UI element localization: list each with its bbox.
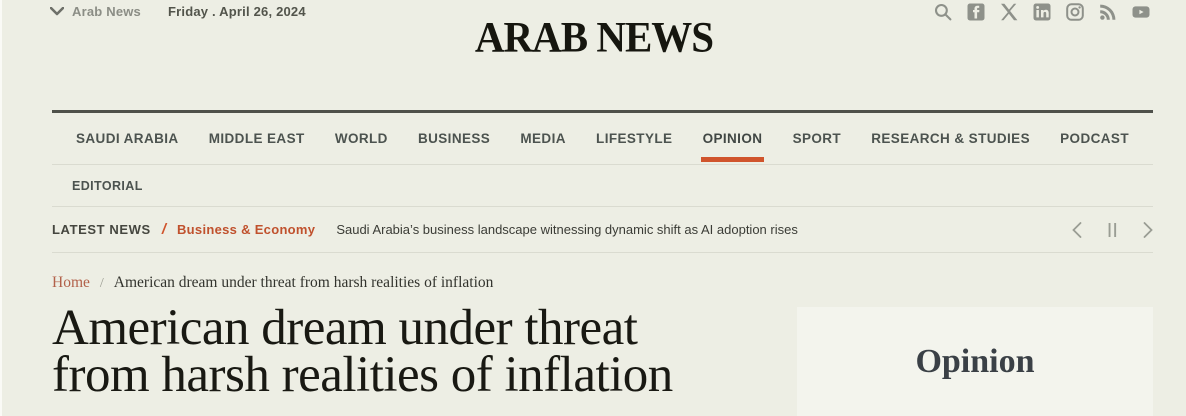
latest-news-ticker: LATEST NEWS / Business & Economy Saudi A… xyxy=(52,207,1153,253)
facebook-icon[interactable] xyxy=(967,3,985,21)
chevron-left-icon xyxy=(1072,221,1082,238)
nav-item-world[interactable]: WORLD xyxy=(334,131,388,146)
main-navigation: SAUDI ARABIA MIDDLE EAST WORLD BUSINESS … xyxy=(52,110,1153,207)
nav-item-business[interactable]: BUSINESS xyxy=(417,131,491,146)
article-title-line-1: American dream under threat xyxy=(52,300,638,356)
ticker-label: LATEST NEWS xyxy=(52,222,151,237)
site-meta: Arab News Friday . April 26, 2024 xyxy=(50,4,306,19)
nav-item-lifestyle[interactable]: LIFESTYLE xyxy=(596,131,673,146)
breadcrumb-separator: / xyxy=(99,276,104,291)
breadcrumb-current-page: American dream under threat from harsh r… xyxy=(113,274,494,291)
article-title-line-2: from harsh realities of inflation xyxy=(52,347,673,403)
ticker-pause-button[interactable] xyxy=(1108,222,1117,238)
ticker-separator: / xyxy=(161,221,166,238)
nav-item-opinion[interactable]: OPINION xyxy=(700,131,765,162)
search-icon[interactable] xyxy=(934,3,952,21)
nav-item-middle-east[interactable]: MIDDLE EAST xyxy=(208,131,305,146)
instagram-icon[interactable] xyxy=(1066,3,1084,21)
chevron-down-icon xyxy=(50,7,64,16)
current-date: Friday . April 26, 2024 xyxy=(168,4,306,19)
x-icon[interactable] xyxy=(1000,3,1018,21)
youtube-icon[interactable] xyxy=(1132,3,1150,21)
ticker-controls xyxy=(1072,221,1153,238)
ticker-previous-button[interactable] xyxy=(1072,221,1082,238)
nav-item-podcast[interactable]: PODCAST xyxy=(1060,131,1129,146)
rss-icon[interactable] xyxy=(1099,3,1117,21)
nav-item-sport[interactable]: SPORT xyxy=(792,131,842,146)
chevron-right-icon xyxy=(1143,221,1153,238)
arab-news-logo[interactable]: ARAB NEWS xyxy=(474,12,714,62)
breadcrumb-home-link[interactable]: Home xyxy=(52,274,90,291)
linkedin-icon[interactable] xyxy=(1033,3,1051,21)
nav-item-research-studies[interactable]: RESEARCH & STUDIES xyxy=(871,131,1030,146)
nav-item-media[interactable]: MEDIA xyxy=(520,131,566,146)
secondary-nav-row: EDITORIAL xyxy=(52,165,1153,207)
site-label: Arab News xyxy=(72,4,141,19)
nav-item-saudi-arabia[interactable]: SAUDI ARABIA xyxy=(76,131,179,146)
pause-icon xyxy=(1108,222,1117,237)
breadcrumb: Home / American dream under threat from … xyxy=(52,274,1153,292)
primary-nav-row: SAUDI ARABIA MIDDLE EAST WORLD BUSINESS … xyxy=(52,113,1153,165)
opinion-section-box: Opinion xyxy=(797,307,1153,416)
social-icon-bar xyxy=(934,3,1150,21)
site-switcher[interactable]: Arab News xyxy=(50,4,141,19)
opinion-section-label: Opinion xyxy=(915,343,1035,380)
article-title: American dream under threat from harsh re… xyxy=(52,303,752,401)
top-bar: Arab News Friday . April 26, 2024 ARAB N… xyxy=(2,0,1186,110)
ticker-category-link[interactable]: Business & Economy xyxy=(176,222,316,237)
ticker-headline-link[interactable]: Saudi Arabia’s business landscape witnes… xyxy=(336,222,798,237)
ticker-next-button[interactable] xyxy=(1143,221,1153,238)
nav-item-editorial[interactable]: EDITORIAL xyxy=(72,178,143,193)
